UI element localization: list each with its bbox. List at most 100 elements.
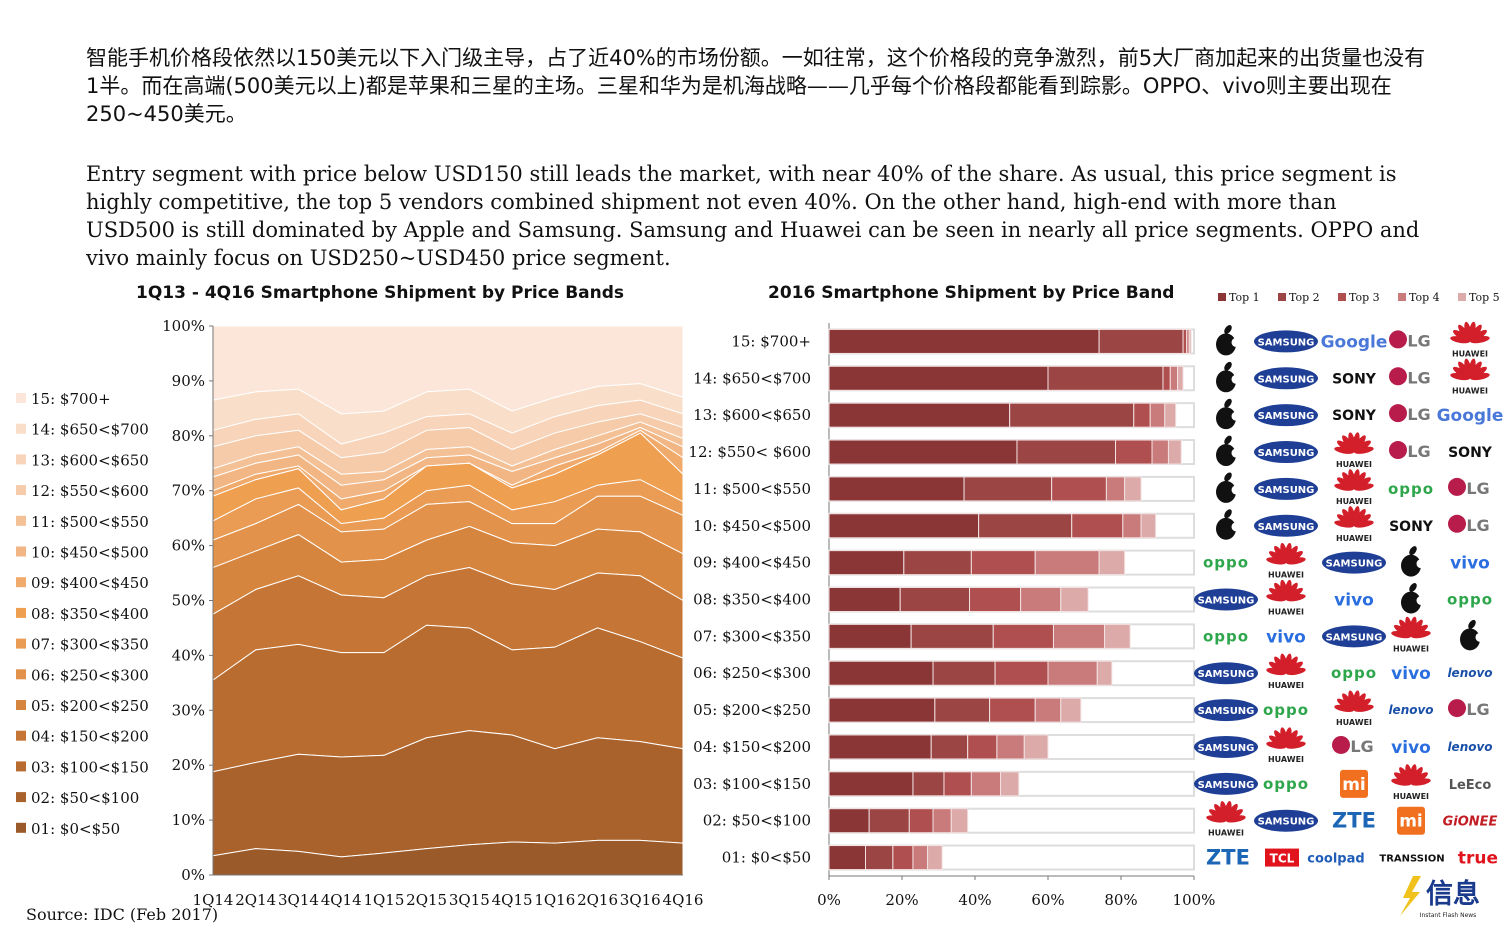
area-legend-swatch (16, 792, 26, 803)
bar-segment-top-4 (1052, 623, 1106, 649)
svg-text:mi: mi (1399, 812, 1423, 832)
mi-logo-icon: mi (1397, 806, 1425, 835)
huawei-logo-icon: HUAWEI (1391, 616, 1431, 653)
svg-text:oppo: oppo (1263, 701, 1309, 719)
area-legend-label: 09: $400<$450 (31, 574, 149, 592)
bar-legend-label: Top 2 (1289, 291, 1320, 304)
svg-text:vivo: vivo (1391, 664, 1431, 684)
area-legend-label: 12: $550<$600 (31, 482, 149, 500)
oppo-logo-icon: oppo (1263, 775, 1308, 793)
bar-segment-top-1 (828, 697, 936, 723)
svg-text:HUAWEI: HUAWEI (1268, 681, 1304, 690)
bar-segment-top-1 (828, 771, 914, 797)
apple-logo-icon (1460, 619, 1485, 651)
area-legend-swatch (16, 700, 26, 710)
huawei-logo-icon: HUAWEI (1450, 321, 1490, 358)
svg-text:HUAWEI: HUAWEI (1452, 386, 1488, 395)
bar-segment-top-5 (1060, 587, 1089, 612)
samsung-logo-icon: SAMSUNG (1254, 477, 1318, 500)
bar-x-tick-label: 0% (817, 891, 841, 909)
brand-watermark: 信息 Instant Flash News (1400, 876, 1480, 919)
area-y-tick-label: 100% (162, 317, 205, 335)
area-legend-label: 02: $50<$100 (31, 789, 139, 807)
bar-segment-top-3 (892, 845, 914, 871)
bar-segment-top-1 (828, 808, 870, 834)
bar-segment-top-2 (963, 476, 1053, 502)
bar-segment-top-3 (969, 587, 1022, 612)
bar-legend-label: Top 4 (1409, 291, 1440, 304)
brand-subtitle-text: Instant Flash News (1420, 912, 1477, 919)
bar-segment-top-5 (1060, 697, 1082, 723)
area-legend-label: 13: $600<$650 (31, 451, 149, 469)
bar-category-label: 13: $600<$650 (693, 406, 811, 424)
bar-segment-top-2 (910, 623, 994, 649)
svg-text:HUAWEI: HUAWEI (1268, 571, 1304, 580)
svg-text:Google: Google (1437, 406, 1504, 426)
bar-segment-top-2 (1047, 365, 1164, 391)
svg-text:TCL: TCL (1270, 852, 1295, 866)
area-x-tick-label: 2Q14 (235, 891, 276, 909)
area-y-tick-label: 40% (172, 646, 205, 664)
bar-segment-top-1 (828, 587, 901, 612)
lg-logo-icon: LG (1389, 330, 1431, 350)
area-y-tick-label: 20% (172, 756, 205, 774)
bar-segment-top-4 (1105, 476, 1126, 502)
apple-logo-icon (1216, 509, 1241, 540)
bar-category-label: 14: $650<$700 (693, 369, 811, 387)
samsung-logo-icon: SAMSUNG (1194, 662, 1258, 685)
bar-segment-top-2 (934, 697, 991, 723)
area-x-tick-label: 1Q16 (534, 891, 575, 909)
svg-text:ZTE: ZTE (1332, 809, 1376, 833)
svg-text:HUAWEI: HUAWEI (1452, 349, 1488, 358)
bar-category-label: 09: $400<$450 (693, 554, 811, 572)
bar-segment-top-5 (1164, 402, 1177, 428)
area-x-tick-label: 4Q16 (663, 891, 704, 909)
svg-text:HUAWEI: HUAWEI (1268, 755, 1304, 764)
bar-legend-swatch (1398, 293, 1406, 301)
svg-text:oppo: oppo (1203, 627, 1249, 645)
oppo-logo-icon: oppo (1447, 591, 1492, 609)
bar-segment-top-5 (1096, 660, 1113, 686)
area-x-tick-label: 1Q15 (363, 891, 404, 909)
svg-text:HUAWEI: HUAWEI (1393, 792, 1429, 801)
area-x-tick-label: 3Q16 (620, 891, 661, 909)
lightning-bolt-icon (1400, 876, 1421, 916)
bar-segment-top-5 (1177, 365, 1184, 391)
bar-segment-top-4 (970, 771, 1002, 797)
bar-segment-top-2 (899, 587, 971, 612)
area-legend-label: 03: $100<$150 (31, 758, 149, 776)
svg-text:SAMSUNG: SAMSUNG (1198, 706, 1255, 717)
bar-x-tick-label: 80% (1104, 891, 1137, 909)
bar-segment-top-2 (903, 550, 972, 576)
svg-text:Google: Google (1321, 332, 1388, 352)
svg-text:LG: LG (1466, 516, 1489, 535)
svg-text:vivo: vivo (1266, 627, 1306, 647)
vivo-logo-icon: vivo (1450, 554, 1490, 574)
svg-text:mi: mi (1342, 775, 1366, 795)
area-chart-title: 1Q13 - 4Q16 Smartphone Shipment by Price… (136, 283, 625, 303)
bar-segment-top-4 (1020, 587, 1062, 612)
svg-text:LG: LG (1407, 442, 1430, 461)
bar-segment-top-1 (828, 550, 905, 576)
bar-legend-swatch (1458, 293, 1466, 301)
sony-logo-icon: SONY (1448, 445, 1493, 461)
area-legend-swatch (16, 761, 26, 772)
oppo-logo-icon: oppo (1203, 554, 1248, 572)
bar-segment-top-5 (1188, 328, 1192, 354)
bar-category-label: 03: $100<$150 (693, 775, 811, 793)
google-logo-icon: Google (1321, 332, 1388, 352)
bar-x-tick-label: 100% (1173, 891, 1216, 909)
area-x-tick-label: 1Q14 (193, 891, 234, 909)
english-summary-paragraph: Entry segment with price below USD150 st… (86, 162, 1420, 270)
svg-text:oppo: oppo (1388, 480, 1434, 498)
bar-segment-top-5 (1140, 513, 1157, 539)
bar-segment-top-2 (912, 771, 945, 797)
bar-category-label: 05: $200<$250 (693, 701, 811, 719)
true-logo-icon: true (1458, 849, 1498, 869)
bar-segment-top-4 (1047, 660, 1098, 686)
huawei-logo-icon: HUAWEI (1450, 358, 1490, 395)
bar-segment-top-1 (828, 623, 912, 649)
bar-category-label: 04: $150<$200 (693, 738, 811, 756)
area-legend-label: 11: $500<$550 (31, 513, 149, 531)
bar-segment-top-1 (828, 845, 866, 871)
